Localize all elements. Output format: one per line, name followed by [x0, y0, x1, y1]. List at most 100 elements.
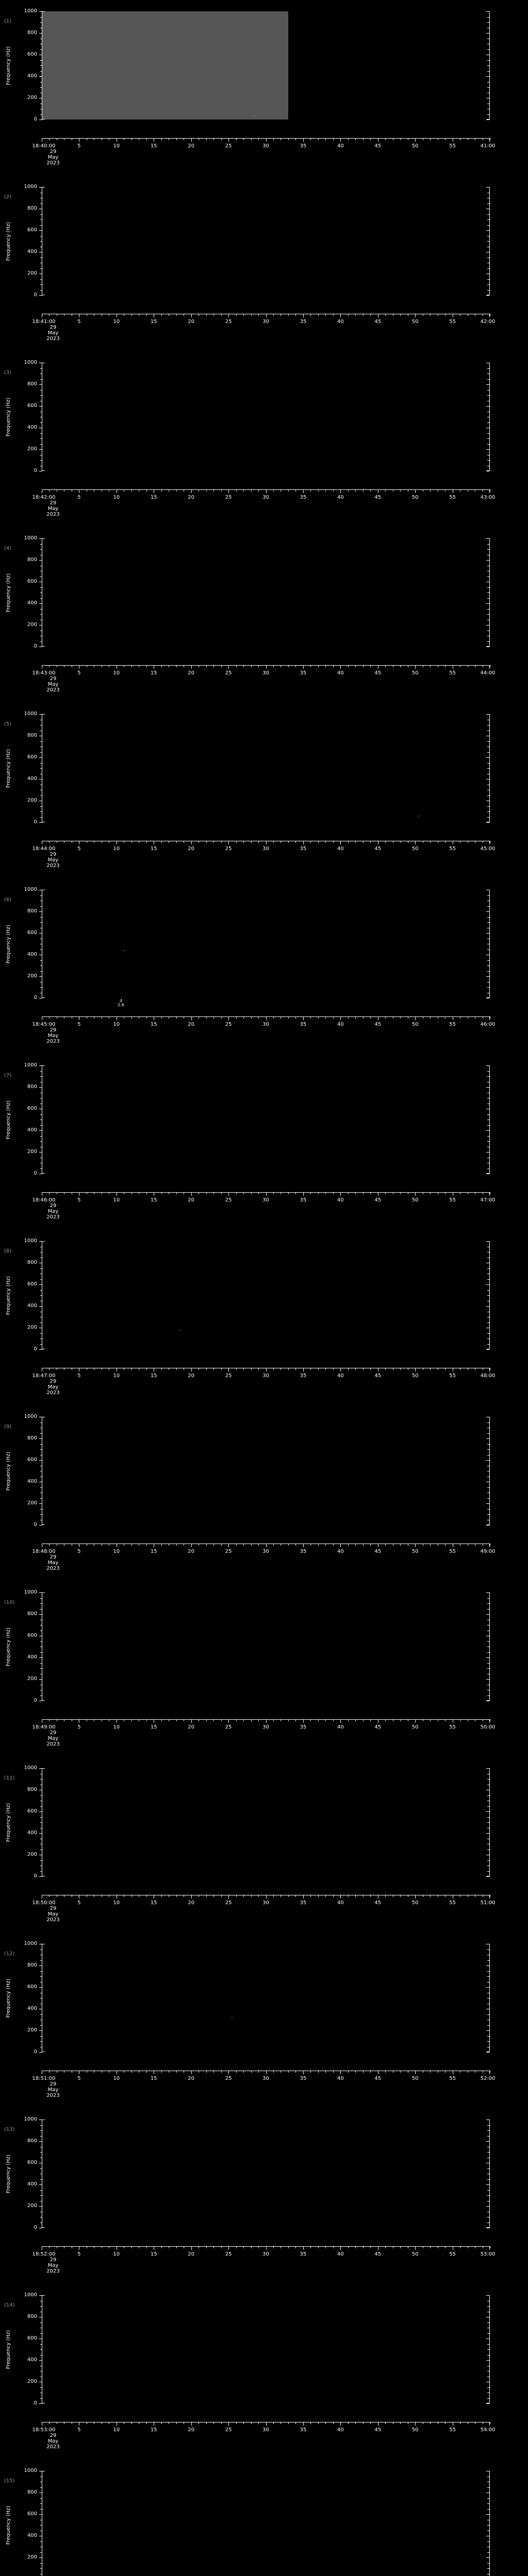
y-axis-tick: [39, 2206, 42, 2207]
y-axis-tick: [40, 22, 42, 23]
x-axis: [42, 2246, 490, 2250]
x-axis-tick: [318, 1016, 319, 1019]
x-axis-tick: [273, 665, 274, 667]
x-axis-tick-label: 45: [374, 2427, 382, 2433]
x-axis-start-label: 18:48:00: [32, 1549, 56, 1554]
x-axis-tick: [146, 2246, 147, 2248]
x-axis-tick: [191, 665, 192, 669]
y-axis-tick-right: [487, 1652, 489, 1653]
y-axis-tick-label: 200: [27, 95, 37, 100]
y-axis-tick-right: [487, 1487, 489, 1488]
y-axis-title-text: Frequency (Hz): [6, 1100, 12, 1139]
x-axis-tick: [415, 1368, 416, 1371]
x-axis-tick: [355, 138, 356, 140]
y-axis-title-text: Frequency (Hz): [6, 1276, 12, 1315]
x-axis-tick: [243, 841, 244, 843]
x-axis-tick-label: 50: [411, 1022, 419, 1027]
panel-index-label: (6): [4, 897, 12, 903]
x-axis-date-stack: 29 May 2023: [46, 325, 59, 342]
panel-index-label: (15): [4, 2478, 15, 2484]
y-axis-tick-right: [486, 2338, 489, 2339]
y-axis-tick-right: [487, 2387, 489, 2388]
y-axis-tick-right: [487, 1422, 489, 1423]
x-axis-tick: [385, 1192, 386, 1194]
y-axis-tick-right: [486, 1987, 489, 1988]
panel-11: Frequency (Hz) (11) 0 200 400 600 800 1000 18:50…: [0, 1757, 528, 1933]
x-axis-tick-label: 10: [113, 1549, 120, 1554]
x-axis-tick: [266, 1544, 267, 1547]
x-axis-date-stack: 29 May 2023: [46, 1554, 59, 1571]
x-axis-tick: [310, 138, 311, 140]
x-axis-tick-label: 10: [113, 2251, 120, 2257]
x-axis-start-label: 18:43:00: [32, 670, 56, 676]
x-axis-tick-label: 25: [225, 1549, 232, 1554]
x-axis-tick: [362, 1719, 364, 1721]
y-axis-tick-right: [487, 2130, 489, 2131]
x-axis-date-line: 29: [50, 2433, 57, 2438]
y-axis-tick-label: 1000: [24, 1941, 37, 1946]
x-axis-tick: [303, 665, 304, 669]
y-axis-tick-right: [486, 1679, 489, 1680]
x-axis-tick: [348, 138, 349, 140]
x-axis-tick: [362, 1895, 364, 1897]
x-axis-tick: [221, 2422, 222, 2424]
x-axis-tick: [146, 1192, 147, 1194]
x-axis-tick-label: 40: [337, 2251, 344, 2257]
y-axis-tick: [40, 2179, 42, 2180]
x-axis-tick: [258, 1192, 259, 1194]
x-axis-date-stack: 29 May 2023: [46, 2433, 59, 2450]
x-axis-tick: [161, 314, 162, 316]
x-axis: [42, 1192, 490, 1196]
x-axis-tick: [251, 1368, 252, 1370]
x-axis-date-line: May: [47, 1033, 59, 1039]
x-axis-tick: [362, 138, 364, 140]
y-axis-tick: [40, 368, 42, 369]
y-axis-tick: [39, 1503, 42, 1504]
y-axis-tick-label: 600: [27, 2511, 37, 2517]
x-axis-tick: [266, 2071, 267, 2074]
x-axis-date-line: 29: [50, 2081, 57, 2087]
x-axis-tick: [228, 1368, 229, 1371]
x-axis-tick: [295, 665, 296, 667]
x-axis-tick: [340, 1368, 341, 1371]
x-axis-tick: [348, 2246, 349, 2248]
x-axis-tick: [325, 138, 326, 140]
x-axis-tick: [243, 1192, 244, 1194]
x-axis-cap-right: [489, 1544, 490, 1547]
y-axis-tick: [40, 2333, 42, 2334]
x-axis-tick-label: 30: [262, 1197, 269, 1203]
x-axis-tick-label: 50: [411, 2076, 419, 2081]
x-axis-tick: [318, 1719, 319, 1721]
x-axis-tick: [221, 841, 222, 843]
x-axis-tick: [213, 1368, 214, 1370]
y-axis-tick-label: 200: [27, 2203, 37, 2209]
x-axis-tick: [325, 841, 326, 843]
x-axis-tick: [251, 138, 252, 140]
x-axis-end-label: 44:00: [480, 670, 496, 676]
y-axis-tick-right: [487, 49, 489, 50]
y-axis-tick-label: 0: [34, 1522, 37, 1528]
y-axis-spine-right: [486, 11, 490, 120]
x-axis-tick: [280, 489, 282, 492]
x-axis-tick: [258, 489, 259, 492]
x-axis-tick: [236, 314, 237, 316]
x-axis-tick-label: 55: [449, 1900, 456, 1906]
y-axis-tick: [39, 2514, 42, 2515]
y-axis-tick: [40, 1433, 42, 1434]
x-axis-tick-label: 10: [113, 143, 120, 149]
panel-index-label: (3): [4, 370, 12, 376]
y-axis-tick-right: [487, 1871, 489, 1872]
y-axis-tick-label: 1000: [24, 1589, 37, 1595]
x-axis-tick: [415, 2071, 416, 2074]
y-axis-tick-right: [486, 76, 489, 77]
x-axis-tick: [362, 1544, 364, 1546]
x-axis-tick: [213, 665, 214, 667]
x-axis-tick: [303, 1368, 304, 1371]
y-axis-tick-label: 800: [27, 1435, 37, 1441]
y-axis-tick: [39, 603, 42, 604]
y-axis-tick-right: [487, 368, 489, 369]
y-axis-tick-right: [487, 219, 489, 220]
x-axis-tick: [415, 2246, 416, 2250]
y-axis-tick: [39, 1349, 42, 1350]
x-axis-tick: [355, 2071, 356, 2073]
